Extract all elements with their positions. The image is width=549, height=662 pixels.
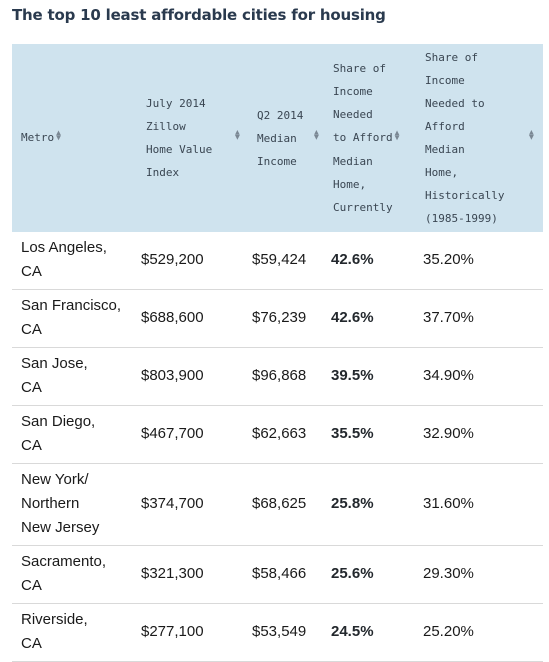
share-current-cell: 25.8% [327, 463, 419, 546]
table-row: New York/Northern New Jersey $374,700 $68,6… [12, 463, 543, 546]
column-header-home-value-index[interactable]: July 2014 Zillow Home Value Index ▲ ▼ [137, 44, 248, 232]
affordability-table: Metro ▲ ▼ July 2014 Zillow Home Value Index ▲ ▼ Q… [12, 44, 543, 662]
sort-arrows-icon[interactable]: ▲ ▼ [394, 127, 400, 142]
share-current-cell: 24.5% [327, 603, 419, 662]
median-income-cell: $68,625 [248, 463, 327, 546]
column-header-label: July 2014 Zillow Home Value Index [146, 97, 213, 179]
table-row: San Francisco, CA $688,600 $76,239 42.6% 37.7… [12, 289, 543, 348]
home-value-cell: $803,900 [137, 347, 248, 406]
home-value-cell: $688,600 [137, 289, 248, 348]
home-value-cell: $467,700 [137, 405, 248, 464]
table-row: Sacramento, CA $321,300 $58,466 25.6% 29.30% [12, 545, 543, 604]
column-header-label: Share of Income Needed to Afford Median Home,… [425, 51, 505, 225]
column-header-share-historical[interactable]: Share of Income Needed to Afford Median Home,… [419, 44, 543, 232]
share-historical-cell: 29.30% [419, 545, 543, 604]
metro-cell: Riverside, CA [12, 603, 137, 662]
column-header-label: Share of Income Needed to Afford ▲ ▼ Median Hom… [333, 62, 400, 214]
table-row: Riverside, CA $277,100 $53,549 24.5% 25.20% [12, 603, 543, 662]
share-historical-cell: 37.70% [419, 289, 543, 348]
metro-cell: San Francisco, CA [12, 289, 137, 348]
sort-arrows-icon[interactable]: ▲ ▼ [314, 127, 319, 142]
median-income-cell: $59,424 [248, 232, 327, 290]
share-current-cell: 42.6% [327, 232, 419, 290]
table-row: San Jose, CA $803,900 $96,868 39.5% 34.90% [12, 347, 543, 406]
share-current-cell: 42.6% [327, 289, 419, 348]
table-row: Los Angeles, CA $529,200 $59,424 42.6% 35.20% [12, 232, 543, 290]
column-header-label: Q2 2014 Median Income [257, 108, 304, 168]
metro-cell: New York/Northern New Jersey [12, 463, 137, 546]
sort-arrows-icon[interactable]: ▲ ▼ [56, 127, 61, 142]
sort-arrows-icon[interactable]: ▲ ▼ [235, 127, 240, 142]
column-header-share-current[interactable]: Share of Income Needed to Afford ▲ ▼ Median Hom… [327, 44, 419, 232]
column-header-metro[interactable]: Metro ▲ ▼ [12, 44, 137, 232]
median-income-cell: $96,868 [248, 347, 327, 406]
column-header-label: Metro ▲ ▼ [21, 126, 61, 150]
metro-cell: San Diego, CA [12, 405, 137, 464]
table-header: Metro ▲ ▼ July 2014 Zillow Home Value Index ▲ ▼ Q… [12, 44, 543, 232]
share-historical-cell: 34.90% [419, 347, 543, 406]
home-value-cell: $277,100 [137, 603, 248, 662]
home-value-cell: $529,200 [137, 232, 248, 290]
share-historical-cell: 35.20% [419, 232, 543, 290]
share-current-cell: 35.5% [327, 405, 419, 464]
metro-cell: Los Angeles, CA [12, 232, 137, 290]
share-historical-cell: 32.90% [419, 405, 543, 464]
share-historical-cell: 31.60% [419, 463, 543, 546]
home-value-cell: $321,300 [137, 545, 248, 604]
table-body: Los Angeles, CA $529,200 $59,424 42.6% 35.20%… [12, 232, 543, 662]
page-title: The top 10 least affordable cities for h… [12, 6, 386, 24]
median-income-cell: $62,663 [248, 405, 327, 464]
share-current-cell: 25.6% [327, 545, 419, 604]
metro-cell: San Jose, CA [12, 347, 137, 406]
share-current-cell: 39.5% [327, 347, 419, 406]
metro-cell: Sacramento, CA [12, 545, 137, 604]
table-row: San Diego, CA $467,700 $62,663 35.5% 32.90% [12, 405, 543, 464]
median-income-cell: $76,239 [248, 289, 327, 348]
column-header-median-income[interactable]: Q2 2014 Median Income ▲ ▼ [248, 44, 327, 232]
home-value-cell: $374,700 [137, 463, 248, 546]
median-income-cell: $58,466 [248, 545, 327, 604]
sort-arrows-icon[interactable]: ▲ ▼ [529, 127, 534, 142]
median-income-cell: $53,549 [248, 603, 327, 662]
share-historical-cell: 25.20% [419, 603, 543, 662]
